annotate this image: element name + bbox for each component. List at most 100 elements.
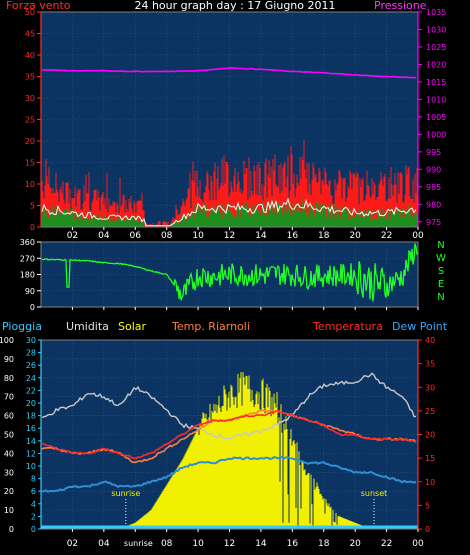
panel1-x-tick-label: 12 — [224, 231, 235, 241]
legend-dew-point: Dew Point — [392, 320, 448, 333]
panel1-left-tick-label: 30 — [25, 94, 35, 103]
panel1-right-tick-label: 985 — [426, 183, 441, 192]
legend-temperature: Temperatura — [313, 320, 383, 333]
temperature-line — [41, 409, 417, 460]
panel3-humidity-tick-label: 90 — [4, 355, 14, 364]
panel1-x-tick-label: 06 — [130, 231, 142, 241]
panel3-x-tick-label: 18 — [318, 539, 330, 549]
sunset-label: sunset — [361, 489, 388, 498]
panel2-compass-label: W — [436, 253, 446, 264]
panel1-left-tick-label: 35 — [25, 73, 35, 82]
panel3-mid-tick-label: 2 — [31, 512, 36, 521]
panel3-mid-tick-label: 12 — [26, 449, 36, 458]
panel1-x-tick-label: 18 — [318, 231, 330, 241]
panel1-right-tick-label: 1030 — [426, 25, 446, 34]
panel1-left-tick-label: 20 — [25, 137, 35, 146]
panel3-mid-tick-label: 30 — [26, 336, 36, 345]
panel1-right-tick-label: 980 — [426, 200, 441, 209]
panel1-right-tick-label: 1005 — [426, 113, 446, 122]
panel3-mid-tick-label: 0 — [31, 525, 36, 534]
panel3-right-tick-label: 5 — [425, 501, 430, 510]
panel3-humidity-tick-label: 30 — [4, 468, 14, 477]
panel3-x-tick-label: 16 — [287, 539, 299, 549]
legend-humidity: Umidita — [66, 320, 109, 333]
sunrise-label: sunrise — [111, 489, 140, 498]
panel1-right-tick-label: 1025 — [426, 43, 446, 52]
panel3-x-tick-label: 10 — [192, 539, 204, 549]
panel3-mid-tick-label: 24 — [26, 374, 36, 383]
panel1-left-tick-label: 25 — [25, 116, 35, 125]
panel3-mid-tick-label: 8 — [31, 475, 36, 484]
panel1-x-tick-label: 14 — [255, 231, 267, 241]
panel1-left-tick-label: 15 — [25, 159, 35, 168]
panel1-left-tick-label: 40 — [25, 51, 35, 60]
panel3-x-tick-label: 00 — [412, 539, 424, 549]
panel1-left-tick-label: 5 — [30, 202, 35, 211]
panel1-x-tick-label: 10 — [192, 231, 204, 241]
panel3-humidity-tick-label: 50 — [4, 431, 14, 440]
panel3-humidity-tick-label: 70 — [4, 393, 14, 402]
panel2-left-tick-label: 0 — [30, 303, 35, 312]
panel1-x-tick-label: 04 — [98, 231, 110, 241]
panel1-left-tick-label: 0 — [30, 223, 35, 232]
humidity-line — [41, 372, 417, 440]
panel3-humidity-tick-label: 60 — [4, 412, 14, 421]
panel3-x-tick-label: 22 — [381, 539, 392, 549]
panel3-right-tick-label: 30 — [425, 383, 435, 392]
panel3-humidity-tick-label: 40 — [4, 449, 14, 458]
header-left-label: Forza vento — [6, 0, 71, 12]
panel1-x-tick-label: 08 — [161, 231, 173, 241]
panel3-humidity-tick-label: 10 — [4, 506, 14, 515]
panel3-mid-tick-label: 16 — [26, 424, 36, 433]
panel1-right-tick-label: 990 — [426, 165, 441, 174]
panel2-compass-label: N — [437, 240, 444, 251]
panel1-right-tick-label: 1020 — [426, 60, 446, 69]
panel1-left-tick-label: 10 — [25, 180, 35, 189]
panel1-right-tick-label: 1000 — [426, 130, 446, 139]
panel1-right-tick-label: 1035 — [426, 8, 446, 17]
panel3-humidity-tick-label: 100 — [0, 336, 14, 345]
panel3-mid-tick-label: 18 — [26, 412, 36, 421]
panel3-x-tick-label: 02 — [67, 539, 78, 549]
panel3-right-tick-label: 40 — [425, 336, 435, 345]
panel3-right-tick-label: 25 — [425, 407, 435, 416]
panel3-mid-tick-label: 20 — [26, 399, 36, 408]
panel1-right-tick-label: 995 — [426, 148, 441, 157]
panel3-mid-tick-label: 10 — [26, 462, 36, 471]
panel3-x-tick-label: 12 — [224, 539, 235, 549]
panel3-mid-tick-label: 4 — [31, 500, 36, 509]
panel3-right-tick-label: 20 — [425, 431, 435, 440]
wind-speed-line — [41, 197, 417, 227]
panel1-x-tick-label: 02 — [67, 231, 78, 241]
panel3-humidity-tick-label: 20 — [4, 487, 14, 496]
panel1-x-tick-label: 00 — [412, 231, 424, 241]
panel3-humidity-tick-label: 0 — [9, 525, 14, 534]
panel3-right-tick-label: 0 — [425, 525, 430, 534]
panel2-left-tick-label: 90 — [25, 287, 35, 296]
panel3-mid-tick-label: 28 — [26, 349, 36, 358]
panel3-x-tick-label: 08 — [161, 539, 173, 549]
panel2-left-tick-label: 360 — [20, 238, 35, 247]
panel1-right-tick-label: 975 — [426, 218, 441, 227]
panel3-x-tick-label: 04 — [98, 539, 110, 549]
legend-solar: Solar — [118, 320, 147, 333]
panel1-x-tick-label: 20 — [349, 231, 361, 241]
panel3-mid-tick-label: 14 — [26, 437, 36, 446]
panel3-right-tick-label: 35 — [425, 360, 435, 369]
panel3-x-sunrise-label: sunrise — [124, 539, 153, 548]
panel1-left-tick-label: 50 — [25, 8, 35, 17]
panel3-x-tick-label: 14 — [255, 539, 267, 549]
panel2-compass-label: S — [438, 266, 444, 277]
dew-point-line — [41, 456, 417, 493]
header-right-label: Pressione — [374, 0, 427, 12]
panel3-right-tick-label: 15 — [425, 454, 435, 463]
panel3-mid-tick-label: 6 — [31, 487, 36, 496]
panel3-mid-tick-label: 22 — [26, 386, 36, 395]
panel1-x-tick-label: 16 — [287, 231, 299, 241]
panel2-compass-label: N — [437, 292, 444, 303]
wind-direction-line — [41, 243, 418, 302]
panel3-right-tick-label: 10 — [425, 478, 435, 487]
panel2-left-tick-label: 270 — [20, 254, 35, 263]
panel3-humidity-tick-label: 80 — [4, 374, 14, 383]
